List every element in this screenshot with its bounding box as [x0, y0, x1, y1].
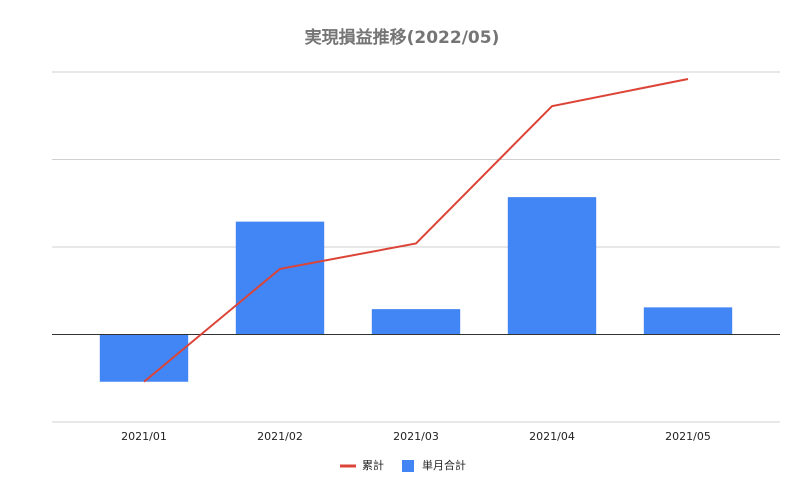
x-tick-label: 2021/03 [393, 430, 439, 443]
x-tick-label: 2021/04 [529, 430, 575, 443]
legend-label: 単月合計 [422, 458, 466, 472]
legend-label: 累計 [362, 458, 384, 472]
bar [507, 197, 597, 335]
legend-swatch [402, 460, 414, 472]
x-tick-label: 2021/05 [665, 430, 711, 443]
x-tick-label: 2021/01 [121, 430, 167, 443]
bar [235, 221, 325, 335]
line [143, 78, 689, 383]
bar [643, 307, 733, 335]
chart-title: 実現損益推移(2022/05) [305, 27, 500, 48]
bar [371, 309, 461, 335]
x-tick-label: 2021/02 [257, 430, 303, 443]
bar [99, 334, 189, 382]
